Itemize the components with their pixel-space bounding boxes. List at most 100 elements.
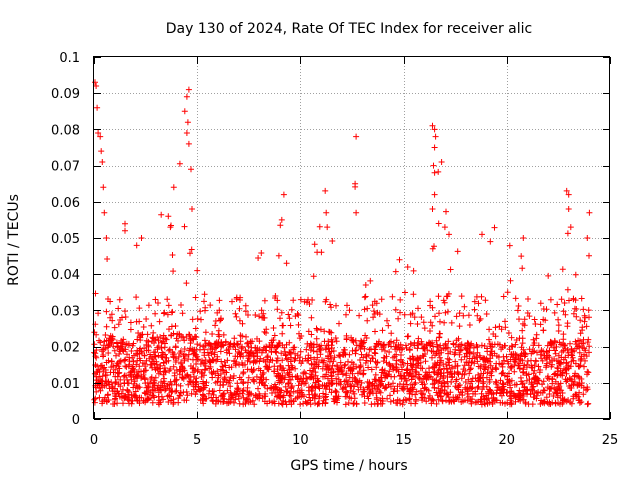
data-point <box>264 353 271 360</box>
data-point <box>452 363 459 370</box>
data-point <box>560 396 566 403</box>
data-point <box>415 305 421 312</box>
data-point <box>475 378 482 385</box>
data-point <box>143 384 150 391</box>
data-point <box>516 360 523 367</box>
data-point <box>367 277 374 284</box>
data-point <box>97 339 104 346</box>
data-point <box>288 362 295 369</box>
data-point <box>478 370 485 377</box>
data-point <box>328 304 334 311</box>
data-point <box>576 381 583 388</box>
data-point <box>434 359 441 366</box>
data-point <box>524 310 531 316</box>
data-point <box>327 301 334 308</box>
data-point <box>181 337 188 344</box>
data-point <box>273 349 280 356</box>
data-point <box>378 296 385 303</box>
data-point <box>268 384 275 391</box>
data-point <box>371 308 377 315</box>
data-point <box>264 385 271 392</box>
data-point <box>364 317 371 324</box>
data-point <box>481 361 487 368</box>
data-point <box>128 348 135 354</box>
data-point <box>568 358 575 365</box>
data-point <box>197 342 204 349</box>
data-point <box>552 350 559 357</box>
data-point <box>377 397 384 404</box>
data-point <box>177 360 184 367</box>
data-point <box>205 352 212 359</box>
data-point <box>141 345 148 352</box>
data-point <box>472 388 479 395</box>
data-point <box>541 400 548 407</box>
data-point <box>271 363 278 370</box>
data-point <box>429 322 436 329</box>
data-point <box>424 371 431 378</box>
data-point <box>274 343 281 350</box>
data-point <box>409 364 416 371</box>
data-point <box>444 369 451 376</box>
data-point <box>202 329 209 336</box>
data-point <box>410 355 417 362</box>
data-point <box>409 384 416 391</box>
data-point <box>465 376 472 383</box>
data-point <box>194 267 201 274</box>
data-point <box>456 323 463 330</box>
data-point <box>277 315 283 322</box>
data-point <box>100 184 107 191</box>
data-point <box>288 397 295 404</box>
data-point <box>285 311 292 318</box>
data-point <box>239 333 246 340</box>
data-point <box>321 382 328 389</box>
data-point <box>137 337 144 344</box>
data-point <box>358 379 365 386</box>
data-point <box>342 401 349 408</box>
data-point <box>393 357 400 364</box>
data-point <box>390 354 396 361</box>
data-point <box>254 394 261 401</box>
data-point <box>411 314 418 321</box>
data-point <box>150 358 157 365</box>
data-point <box>435 293 442 300</box>
y-tick-label: 0 <box>72 413 80 428</box>
data-point <box>455 384 462 391</box>
data-point <box>299 358 306 364</box>
data-point <box>148 395 154 401</box>
data-point <box>192 325 199 332</box>
data-point <box>258 349 265 356</box>
data-point <box>459 389 466 396</box>
data-point <box>115 305 122 312</box>
data-point <box>280 322 287 329</box>
data-point <box>476 317 483 324</box>
data-point <box>117 317 124 323</box>
data-point <box>496 323 503 330</box>
data-point <box>211 351 218 358</box>
data-point <box>427 298 434 305</box>
data-point <box>540 316 547 323</box>
data-point <box>191 334 198 340</box>
data-point <box>432 133 439 140</box>
data-point <box>301 369 308 376</box>
data-point <box>413 388 420 395</box>
data-point <box>213 394 220 401</box>
data-point <box>546 347 553 354</box>
data-point <box>371 400 378 407</box>
data-point <box>407 360 414 367</box>
data-point <box>201 349 208 356</box>
data-point <box>315 363 322 370</box>
data-point <box>114 388 121 395</box>
data-point <box>363 351 370 358</box>
data-point <box>169 308 176 315</box>
data-point <box>467 385 474 392</box>
data-point <box>535 363 542 370</box>
data-point <box>185 140 192 147</box>
data-point <box>570 310 577 317</box>
data-point <box>227 383 234 390</box>
data-point <box>168 332 175 338</box>
data-point <box>498 387 505 394</box>
data-point <box>379 327 386 334</box>
data-point <box>269 342 276 348</box>
data-point <box>300 370 307 377</box>
data-point <box>474 312 481 319</box>
